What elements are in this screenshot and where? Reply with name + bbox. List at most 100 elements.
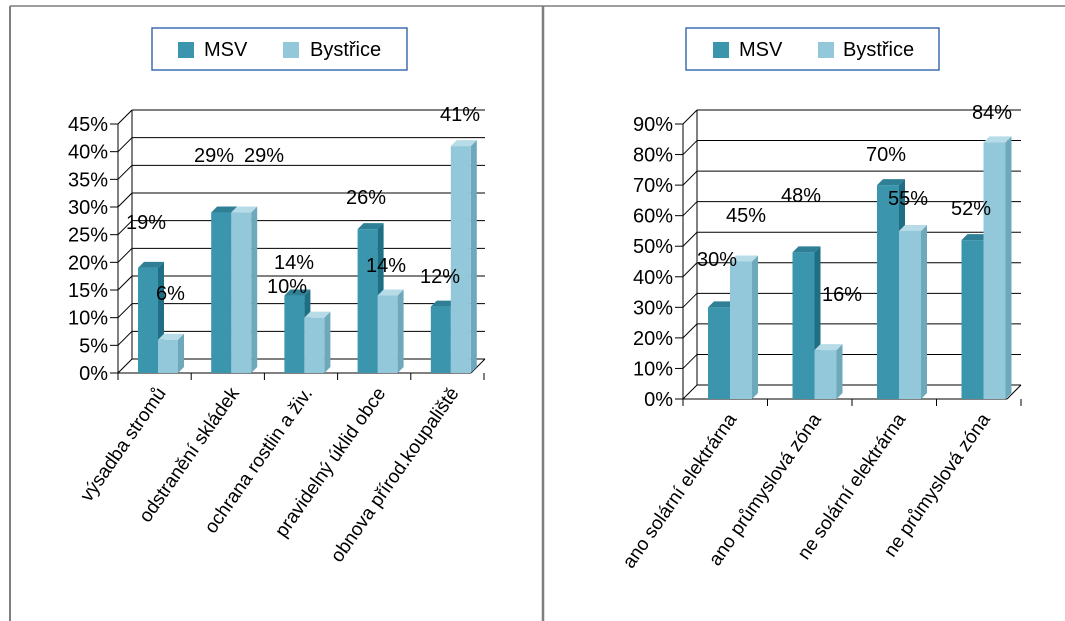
data-label-bystrice: 41% bbox=[440, 104, 480, 126]
floor-edge bbox=[1006, 384, 1022, 400]
gridline-diag bbox=[682, 384, 698, 400]
bar-side-bystrice bbox=[324, 311, 331, 373]
bar-bystrice bbox=[231, 206, 258, 373]
data-label-msv: 19% bbox=[126, 212, 166, 234]
data-label-msv: 70% bbox=[866, 144, 906, 166]
bar-top-msv bbox=[211, 206, 238, 213]
bar-side-bystrice bbox=[921, 224, 927, 399]
gridline-diag bbox=[682, 323, 698, 339]
bar-bystrice bbox=[450, 140, 477, 373]
bar-top-msv bbox=[708, 301, 736, 308]
gridline-diag bbox=[682, 201, 698, 217]
bar-side-bystrice bbox=[470, 140, 477, 373]
data-label-bystrice: 55% bbox=[888, 188, 928, 210]
bar-top-bystrice bbox=[899, 224, 927, 231]
y-tick-label: 40% bbox=[633, 267, 673, 289]
y-tick-label: 45% bbox=[68, 114, 108, 136]
data-label-msv: 12% bbox=[420, 266, 460, 288]
legend-label-msv: MSV bbox=[739, 39, 783, 61]
gridline-diag bbox=[682, 170, 698, 186]
bar-front-msv bbox=[138, 267, 158, 373]
bar-top-bystrice bbox=[450, 140, 477, 147]
bar-bystrice bbox=[983, 136, 1012, 400]
chart-1: MSV Bystřice 0% 5% 10% 15% 20% 25% 30% 35% 40% 45% 1… bbox=[68, 27, 486, 567]
data-label-bystrice: 6% bbox=[156, 283, 185, 305]
bar-front-bystrice bbox=[899, 230, 921, 399]
bar-top-msv bbox=[961, 234, 990, 241]
data-label-msv: 30% bbox=[697, 249, 737, 271]
y-tick-label: 50% bbox=[633, 236, 673, 258]
bar-front-bystrice bbox=[377, 295, 398, 373]
data-label-bystrice: 14% bbox=[366, 255, 406, 277]
bar-top-bystrice bbox=[231, 206, 258, 213]
bar-front-msv bbox=[877, 185, 899, 399]
bar-front-msv bbox=[708, 307, 730, 399]
gridline-diag bbox=[117, 109, 133, 125]
bar-front-bystrice bbox=[158, 339, 178, 373]
legend: MSV Bystřice bbox=[151, 27, 408, 71]
data-label-bystrice: 29% bbox=[244, 145, 284, 167]
y-tick-label: 25% bbox=[68, 225, 108, 247]
bar-bystrice bbox=[730, 255, 758, 399]
data-label-bystrice: 10% bbox=[267, 276, 307, 298]
bar-bystrice bbox=[158, 333, 184, 373]
bar-side-bystrice bbox=[178, 333, 184, 373]
legend-label-bystrice: Bystřice bbox=[843, 39, 914, 61]
bar-top-msv bbox=[877, 179, 905, 186]
bar-side-bystrice bbox=[397, 289, 404, 373]
legend-box bbox=[151, 27, 408, 71]
gridline-diag bbox=[117, 220, 133, 236]
bar-top-bystrice bbox=[814, 344, 843, 351]
y-tick-label: 15% bbox=[68, 280, 108, 302]
y-tick-label: 10% bbox=[68, 308, 108, 330]
gridline-diag bbox=[682, 140, 698, 155]
category-label: obnova přírod.koupaliště bbox=[327, 384, 464, 567]
gridline-diag bbox=[117, 303, 133, 319]
gridline-diag bbox=[117, 192, 133, 208]
legend-label-msv: MSV bbox=[204, 39, 248, 61]
y-tick-label: 70% bbox=[633, 175, 673, 197]
gridline-diag bbox=[682, 292, 698, 308]
y-tick-label: 90% bbox=[633, 114, 673, 136]
bar-top-bystrice bbox=[304, 311, 331, 318]
gridline-diag bbox=[117, 247, 133, 263]
y-tick-label: 5% bbox=[79, 335, 108, 357]
y-tick-label: 30% bbox=[68, 197, 108, 219]
y-tick-label: 40% bbox=[68, 142, 108, 164]
gridline-diag bbox=[682, 231, 698, 247]
gridline-diag bbox=[682, 354, 698, 369]
gridline-diag bbox=[117, 358, 133, 374]
bar-front-bystrice bbox=[730, 261, 752, 399]
bar-top-msv bbox=[284, 289, 311, 296]
bar-side-bystrice bbox=[836, 344, 843, 399]
bar-side-bystrice bbox=[1005, 136, 1012, 400]
legend: MSV Bystřice bbox=[685, 27, 940, 71]
y-tick-label: 0% bbox=[79, 363, 108, 385]
bar-bystrice bbox=[814, 344, 843, 399]
y-tick-label: 10% bbox=[633, 358, 673, 380]
bar-top-msv bbox=[357, 223, 384, 230]
bar-top-msv bbox=[430, 300, 457, 307]
bar-bystrice bbox=[304, 311, 331, 373]
y-tick-label: 0% bbox=[644, 389, 673, 411]
gridline-diag bbox=[682, 262, 698, 278]
bar-top-bystrice bbox=[730, 255, 758, 262]
data-label-bystrice: 45% bbox=[726, 205, 766, 227]
bar-front-msv bbox=[284, 295, 305, 373]
bar-side-bystrice bbox=[251, 206, 258, 373]
bar-side-bystrice bbox=[752, 255, 758, 399]
data-label-msv: 29% bbox=[194, 145, 234, 167]
y-tick-label: 20% bbox=[68, 252, 108, 274]
bar-front-msv bbox=[357, 229, 378, 373]
data-label-msv: 26% bbox=[346, 187, 386, 209]
bar-bystrice bbox=[899, 224, 927, 399]
gridline-diag bbox=[117, 275, 133, 291]
gridline-diag bbox=[117, 164, 133, 180]
legend-label-bystrice: Bystřice bbox=[310, 39, 381, 61]
legend-swatch-bystrice bbox=[818, 42, 834, 58]
chart-2: MSV Bystřice 0% 10% 20% 30% 40% 50% 60% 70% 80% 90%… bbox=[619, 27, 1022, 572]
data-label-msv: 14% bbox=[274, 252, 314, 274]
bar-front-bystrice bbox=[304, 317, 325, 373]
bar-front-bystrice bbox=[231, 212, 252, 373]
